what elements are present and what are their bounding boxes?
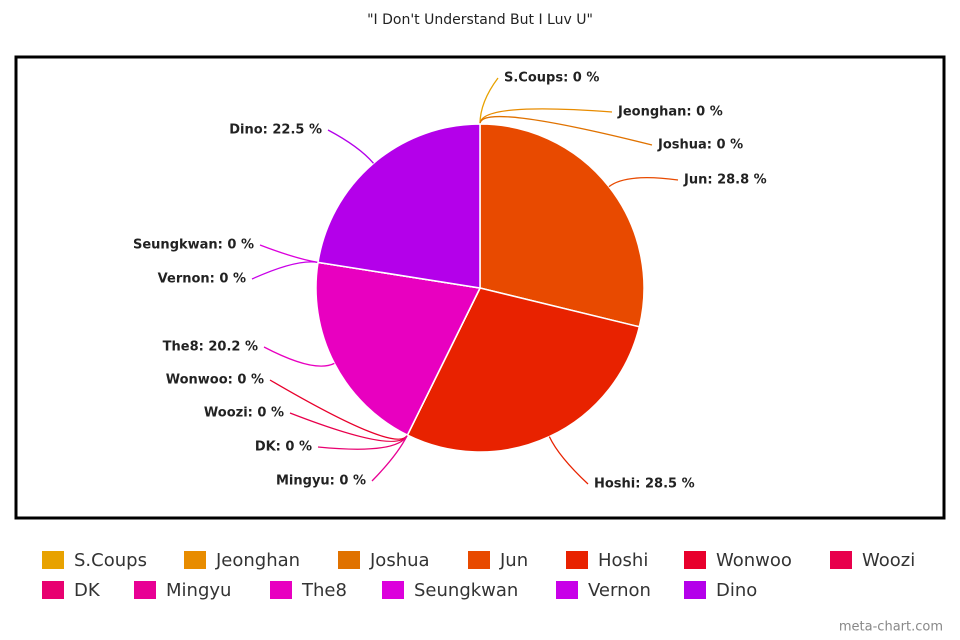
- data-label: Mingyu: 0 %: [276, 474, 366, 489]
- pie-slice: [317, 123, 481, 289]
- legend-swatch: [566, 551, 588, 569]
- data-label: Seungkwan: 0 %: [133, 238, 254, 253]
- leader-line: [289, 412, 408, 443]
- data-label: The8: 20.2 %: [163, 340, 258, 355]
- legend-label: The8: [301, 580, 347, 601]
- data-label: Jeonghan: 0 %: [617, 105, 723, 120]
- legend-label: Jeonghan: [215, 550, 300, 571]
- legend-swatch: [42, 551, 64, 569]
- leader-line: [251, 261, 319, 280]
- legend-swatch: [184, 551, 206, 569]
- legend-label: Seungkwan: [414, 580, 518, 601]
- leader-line: [479, 77, 499, 125]
- data-label: Joshua: 0 %: [657, 138, 743, 153]
- data-label: DK: 0 %: [255, 440, 312, 455]
- legend-label: Vernon: [588, 580, 651, 601]
- legend-swatch: [556, 581, 578, 599]
- legend-label: Joshua: [369, 550, 430, 571]
- legend-swatch: [270, 581, 292, 599]
- leader-line: [371, 434, 408, 482]
- leader-line: [263, 346, 335, 367]
- leader-line: [327, 129, 374, 164]
- legend-label: Hoshi: [598, 550, 648, 571]
- legend-swatch: [830, 551, 852, 569]
- legend-swatch: [684, 581, 706, 599]
- legend-swatch: [684, 551, 706, 569]
- data-label: Woozi: 0 %: [204, 406, 284, 421]
- leader-line: [608, 177, 679, 188]
- legend-label: DK: [74, 580, 101, 601]
- data-label: Hoshi: 28.5 %: [594, 477, 695, 492]
- data-label: Vernon: 0 %: [158, 272, 246, 287]
- data-label: Dino: 22.5 %: [229, 123, 322, 138]
- legend-swatch: [42, 581, 64, 599]
- legend-swatch: [468, 551, 490, 569]
- chart-title: "I Don't Understand But I Luv U": [367, 12, 593, 28]
- leader-line: [259, 244, 319, 263]
- pie-slice: [315, 261, 482, 437]
- plot-frame: [14, 55, 946, 520]
- legend-label: Jun: [499, 550, 528, 571]
- data-label: S.Coups: 0 %: [504, 71, 599, 86]
- legend-label: Woozi: [862, 550, 915, 571]
- legend-swatch: [134, 581, 156, 599]
- leader-line: [548, 436, 589, 485]
- legend-swatch: [338, 551, 360, 569]
- data-label: Jun: 28.8 %: [683, 173, 767, 188]
- legend-label: Mingyu: [166, 580, 231, 601]
- leader-line: [479, 115, 653, 146]
- leader-line: [269, 379, 408, 440]
- legend-label: Dino: [716, 580, 757, 601]
- legend-label: Wonwoo: [716, 550, 792, 571]
- legend-label: S.Coups: [74, 550, 147, 571]
- watermark: meta-chart.com: [839, 620, 943, 635]
- data-label: Wonwoo: 0 %: [166, 373, 264, 388]
- legend-swatch: [382, 581, 404, 599]
